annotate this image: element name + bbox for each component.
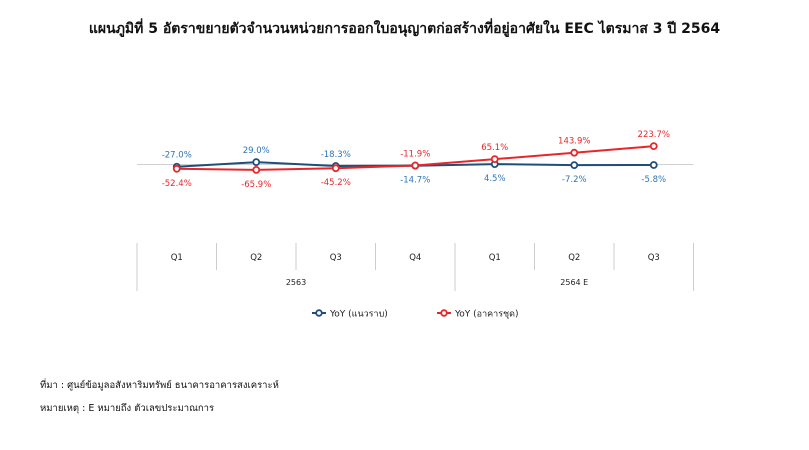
point-condo <box>570 148 579 157</box>
point-lowrise <box>252 158 261 167</box>
legend-label: YoY (อาคารชุด) <box>454 310 519 320</box>
data-label: -11.9% <box>400 149 430 159</box>
point-condo <box>172 164 181 173</box>
point-lowrise <box>570 161 579 169</box>
group-label: 2563 <box>286 278 306 287</box>
data-label: -65.9% <box>241 180 271 190</box>
category-label: Q3 <box>648 253 660 263</box>
data-label: 143.9% <box>558 137 590 147</box>
category-label: Q2 <box>568 253 580 263</box>
point-lowrise <box>649 161 658 169</box>
data-label: -5.8% <box>641 175 666 185</box>
data-label: -7.2% <box>562 175 587 185</box>
remark-note: หมายเหตุ : E หมายถึง ตัวเลขประมาณการ <box>40 403 215 414</box>
data-label: 4.5% <box>484 174 506 184</box>
category-label: Q3 <box>330 253 342 263</box>
legend-marker <box>440 309 448 317</box>
point-condo <box>252 166 261 174</box>
data-label: -18.3% <box>321 150 351 160</box>
point-condo <box>331 164 340 173</box>
data-label: 65.1% <box>481 143 508 153</box>
category-label: Q2 <box>250 253 262 263</box>
data-label: -45.2% <box>321 178 351 188</box>
legend-label: YoY (แนวราบ) <box>329 310 388 320</box>
point-condo <box>490 155 499 164</box>
category-label: Q1 <box>489 253 501 263</box>
data-label: -14.7% <box>400 176 430 186</box>
source-note: ที่มา : ศูนย์ข้อมูลอสังหาริมทรัพย์ ธนาคา… <box>40 380 279 391</box>
legend-marker <box>315 309 323 317</box>
data-label: -52.4% <box>162 179 192 189</box>
chart-title: แผนภูมิที่ 5 อัตราขยายตัวจำนวนหน่วยการออ… <box>88 21 721 37</box>
category-label: Q1 <box>171 253 183 263</box>
group-label: 2564 E <box>560 278 588 287</box>
data-label: -27.0% <box>162 151 192 161</box>
data-label: 29.0% <box>243 146 270 156</box>
point-condo <box>649 142 658 151</box>
data-label: 223.7% <box>638 130 670 140</box>
point-condo <box>411 161 420 170</box>
category-label: Q4 <box>409 253 421 263</box>
